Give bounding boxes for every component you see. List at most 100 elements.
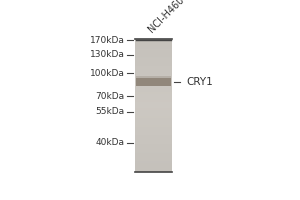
- Bar: [135, 41, 172, 42]
- Bar: [135, 135, 172, 136]
- Bar: [135, 80, 172, 82]
- Bar: [135, 94, 172, 95]
- Bar: [135, 100, 172, 102]
- Bar: [135, 67, 172, 69]
- Bar: [135, 133, 172, 135]
- Text: NCI-H460: NCI-H460: [147, 0, 187, 35]
- Bar: [135, 108, 172, 110]
- Text: 40kDa: 40kDa: [96, 138, 125, 147]
- Bar: [135, 96, 172, 98]
- Bar: [135, 76, 172, 78]
- Bar: [135, 113, 172, 115]
- Bar: [135, 68, 172, 70]
- Bar: [135, 115, 172, 116]
- Bar: [135, 79, 172, 80]
- Bar: [135, 43, 172, 45]
- Bar: [135, 104, 172, 106]
- Bar: [135, 88, 172, 90]
- Bar: [135, 70, 172, 71]
- Text: 70kDa: 70kDa: [96, 92, 125, 101]
- Bar: [135, 103, 172, 104]
- Bar: [135, 86, 172, 87]
- Text: 130kDa: 130kDa: [90, 50, 125, 59]
- Bar: [135, 99, 172, 100]
- Bar: [135, 72, 172, 74]
- Text: CRY1: CRY1: [186, 77, 213, 87]
- Bar: [135, 132, 172, 133]
- Bar: [135, 46, 172, 47]
- Bar: [135, 91, 172, 92]
- Bar: [135, 158, 172, 160]
- Bar: [135, 125, 172, 127]
- Bar: [135, 75, 172, 76]
- Bar: [135, 92, 172, 94]
- Bar: [136, 76, 171, 78]
- Bar: [135, 39, 172, 41]
- Bar: [135, 90, 172, 91]
- Bar: [135, 160, 172, 161]
- Bar: [135, 168, 172, 169]
- Bar: [135, 55, 172, 57]
- Bar: [135, 121, 172, 123]
- Bar: [135, 51, 172, 53]
- Bar: [135, 58, 172, 59]
- Bar: [135, 105, 172, 107]
- Bar: [135, 111, 172, 112]
- Bar: [135, 127, 172, 128]
- Bar: [135, 95, 172, 96]
- Bar: [135, 139, 172, 140]
- Bar: [135, 117, 172, 119]
- Bar: [135, 64, 172, 66]
- Bar: [135, 157, 172, 159]
- Bar: [135, 62, 172, 63]
- Bar: [135, 152, 172, 153]
- Bar: [135, 60, 172, 62]
- Bar: [135, 148, 172, 149]
- Bar: [135, 52, 172, 54]
- Bar: [135, 149, 172, 151]
- Text: 55kDa: 55kDa: [96, 107, 125, 116]
- Bar: [135, 56, 172, 58]
- Text: 170kDa: 170kDa: [90, 36, 125, 45]
- Bar: [135, 140, 172, 141]
- Bar: [135, 136, 172, 137]
- Bar: [135, 54, 172, 55]
- Bar: [135, 124, 172, 125]
- Bar: [135, 98, 172, 99]
- Bar: [135, 137, 172, 139]
- Bar: [135, 162, 172, 164]
- Bar: [135, 128, 172, 129]
- Bar: [135, 45, 172, 46]
- Bar: [135, 107, 172, 108]
- Bar: [135, 82, 172, 83]
- Bar: [135, 74, 172, 75]
- Bar: [135, 83, 172, 84]
- Bar: [135, 109, 172, 111]
- Bar: [135, 101, 172, 103]
- Bar: [135, 63, 172, 65]
- Bar: [135, 150, 172, 152]
- Bar: [135, 170, 172, 172]
- Bar: [135, 144, 172, 145]
- Bar: [135, 84, 172, 86]
- Bar: [135, 66, 172, 67]
- Bar: [135, 161, 172, 163]
- Bar: [135, 156, 172, 157]
- Bar: [135, 116, 172, 118]
- Bar: [135, 165, 172, 167]
- Bar: [135, 87, 172, 88]
- Bar: [135, 78, 172, 79]
- Bar: [136, 78, 171, 86]
- Bar: [135, 71, 172, 73]
- Bar: [135, 123, 172, 124]
- Bar: [135, 141, 172, 143]
- Bar: [135, 143, 172, 144]
- Text: 100kDa: 100kDa: [90, 69, 125, 78]
- Bar: [135, 147, 172, 148]
- Bar: [135, 119, 172, 120]
- Bar: [135, 131, 172, 132]
- Bar: [135, 112, 172, 114]
- Bar: [135, 153, 172, 155]
- Bar: [135, 47, 172, 49]
- Bar: [135, 42, 172, 43]
